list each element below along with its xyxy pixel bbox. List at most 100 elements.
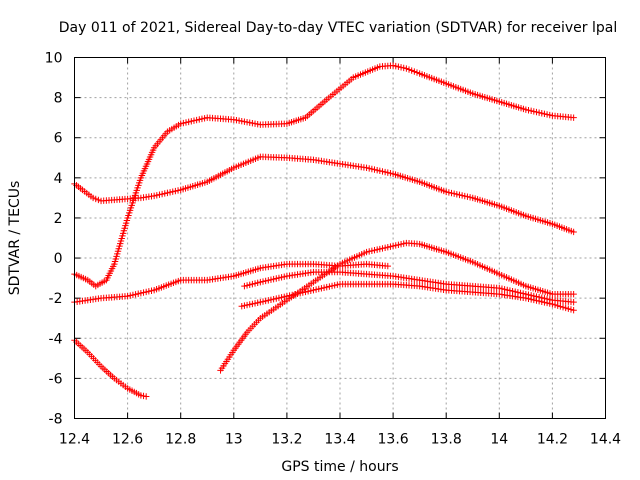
data-point [161,190,168,197]
data-point [527,296,535,303]
data-point [543,111,551,118]
data-point [267,276,275,283]
data-point [262,277,269,285]
x-tick-label: 13.4 [324,432,355,448]
data-point [262,297,269,305]
data-point [530,108,538,115]
data-point [188,118,195,125]
data-point [137,289,145,297]
data-point [389,242,397,250]
data-point [270,295,277,303]
x-tick-label: 14.2 [537,432,568,448]
satellite-track-2 [71,62,577,290]
data-point [527,107,535,115]
data-point [400,64,407,72]
data-point [334,281,341,288]
data-point [549,300,556,308]
data-point [257,298,264,306]
data-point [304,288,312,295]
data-point [243,301,251,309]
data-point [366,165,373,172]
data-point [153,192,161,199]
data-point [251,120,259,127]
data-point [395,241,402,249]
data-point [411,68,418,75]
data-point [233,116,240,124]
y-tick-label: 10 [45,51,63,67]
plot-frame [74,57,606,419]
y-tick-label: 2 [54,211,63,227]
data-point [522,106,530,113]
data-point [533,108,540,116]
data-point [124,292,131,300]
data-point [273,295,280,302]
data-point [196,116,203,123]
data-point [254,279,261,286]
data-point [294,290,301,297]
data-point [246,301,253,308]
data-point [559,303,567,311]
data-point [562,304,569,312]
data-point [408,67,415,74]
data-point [368,165,376,173]
data-point [164,189,171,197]
data-point [533,297,540,304]
data-point [525,107,532,114]
data-point [241,282,248,290]
data-point [376,245,384,253]
data-point [129,291,137,299]
data-point [504,286,511,294]
data-point [289,291,296,299]
data-point [551,301,559,309]
data-point [275,294,283,302]
data-point [180,119,187,127]
data-point [546,300,553,307]
data-point [389,62,397,69]
data-point [291,291,299,298]
data-point [275,274,283,282]
data-point [140,392,147,400]
data-point [140,289,147,296]
data-point [257,278,264,286]
data-point [148,287,155,294]
data-point [498,285,506,292]
data-point [530,296,538,304]
data-point [158,190,166,198]
data-point [278,294,285,301]
data-point [249,119,256,127]
y-tick-label: 4 [54,171,63,187]
data-point [142,288,150,296]
data-point [235,117,243,124]
data-point [135,290,142,297]
data-point [363,248,370,256]
data-point [243,282,251,289]
satellite-track-7 [238,280,577,314]
satellite-track-1 [71,153,577,236]
data-point [315,285,322,293]
y-tick-label: -8 [49,412,63,428]
data-point [363,164,370,172]
data-point [296,289,304,297]
y-tick-label: -2 [49,291,63,307]
data-point [376,167,384,175]
data-point [373,167,381,174]
data-point [198,115,206,123]
data-point [241,118,248,125]
data-point [251,280,259,287]
data-point [379,168,386,175]
data-point [254,299,261,306]
y-tick-label: -4 [49,331,63,347]
data-points [71,62,577,400]
data-point [445,189,453,196]
x-tick-label: 12.6 [112,432,143,448]
data-point [387,170,394,177]
data-point [397,241,405,248]
data-point [156,191,163,198]
x-tick-label: 12.4 [59,432,90,448]
data-point [281,293,288,300]
axis-ticks: 12.4 12.6 12.8 13 13.2 13.4 13.6 13.8 14 14.2 14.4… [45,51,622,448]
data-point [525,295,532,302]
data-point [142,393,150,400]
data-point [238,117,245,125]
